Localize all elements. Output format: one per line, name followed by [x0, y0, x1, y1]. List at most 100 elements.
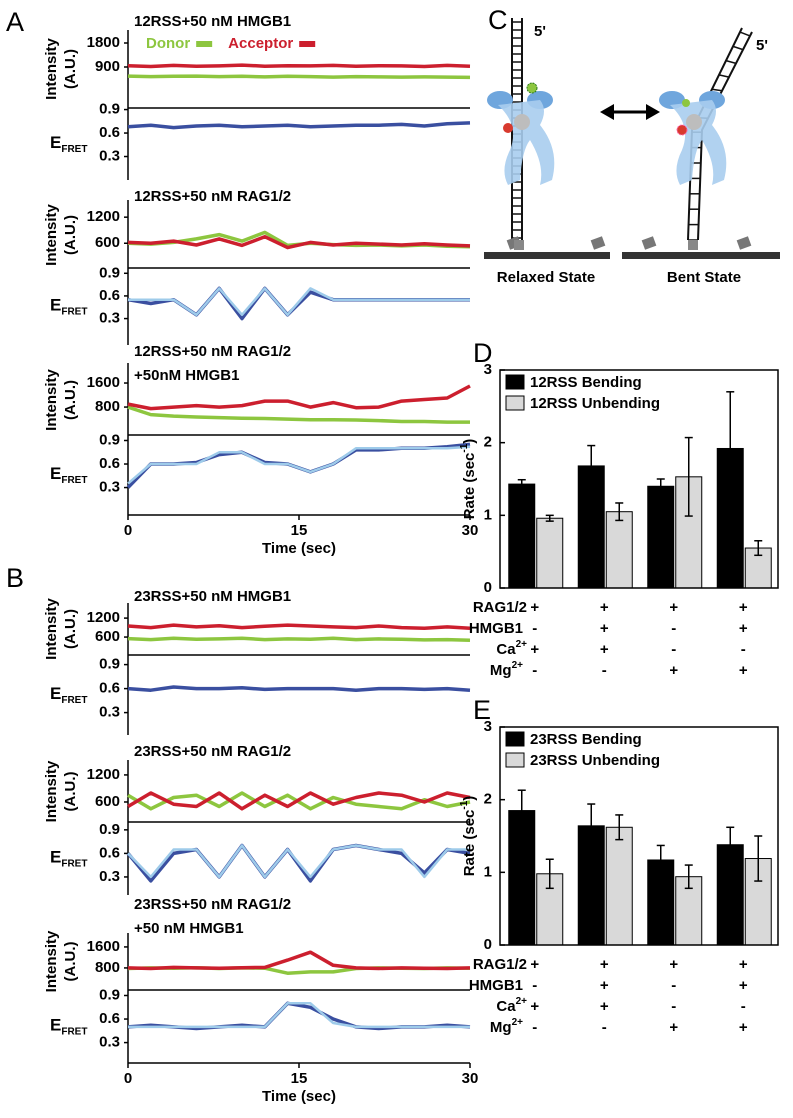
condition-value: + [669, 1019, 678, 1036]
trace-line [127, 623, 471, 630]
trace-line [127, 791, 471, 811]
y-axis-label: EFRET [50, 684, 87, 705]
y-tick-label: 1600 [87, 374, 120, 391]
y-tick-label: 0.6 [99, 124, 120, 141]
condition-value: + [739, 620, 748, 637]
condition-name: Mg [490, 662, 512, 679]
condition-value: + [600, 977, 609, 994]
trace-line [127, 234, 471, 250]
y-tick-label: 0 [484, 936, 492, 953]
error-bar [545, 514, 554, 522]
condition-value: - [532, 620, 537, 637]
legend-swatch [505, 752, 525, 768]
y-tick-label: 0.3 [99, 1034, 120, 1051]
condition-value: + [530, 641, 539, 658]
condition-name: RAG1/2 [473, 599, 527, 616]
state-arrow [600, 104, 660, 120]
trace-line [127, 844, 470, 879]
condition-label: Ca2+ [496, 996, 527, 1015]
error-bar [517, 789, 526, 832]
condition-value: + [739, 977, 748, 994]
y-label-main: E [50, 684, 61, 703]
five-prime: 5' [534, 23, 546, 40]
condition-name: HMGB1 [469, 977, 523, 994]
y-tick-label: 0 [484, 579, 492, 596]
error-bar [754, 540, 763, 557]
error-bar [615, 502, 624, 522]
condition-label: Mg2+ [490, 660, 523, 679]
y-tick-label: 0.6 [99, 680, 120, 697]
y-tick-label: 1200 [87, 609, 120, 626]
y-tick-label: 3 [484, 361, 492, 378]
error-bar [587, 803, 596, 849]
y-label-sub: FRET [61, 475, 87, 486]
condition-value: - [671, 977, 676, 994]
trace-line [127, 63, 471, 69]
condition-value: - [671, 620, 676, 637]
condition-value: + [739, 599, 748, 616]
y-tick-label: 1200 [87, 766, 120, 783]
y-axis-label: EFRET [50, 296, 87, 317]
error-bar [656, 478, 665, 495]
condition-label: HMGB1 [469, 977, 523, 994]
condition-value: + [669, 662, 678, 679]
y-axis-label: Intensity [43, 760, 60, 822]
y-tick-label: 800 [95, 959, 120, 976]
bar [508, 483, 536, 589]
five-prime: 5' [756, 37, 768, 54]
panel-label: A [6, 7, 24, 37]
condition-name: Ca [496, 641, 516, 658]
error-bar [517, 478, 526, 490]
condition-value: - [602, 662, 607, 679]
legend-label: 12RSS Unbending [530, 395, 660, 412]
y-axis-label: Intensity [43, 930, 60, 992]
y-tick-label: 0.9 [99, 656, 120, 673]
condition-value: + [600, 641, 609, 658]
y-axis-label: (A.U.) [62, 942, 79, 982]
condition-value: + [739, 956, 748, 973]
y-axis-label: EFRET [50, 1016, 87, 1037]
legend-swatch [196, 41, 213, 47]
condition-label: Ca2+ [496, 639, 527, 658]
diagram-c: C [484, 5, 780, 286]
y-axis-label: (A.U.) [62, 380, 79, 420]
bar [536, 517, 564, 589]
y-tick-label: 0.3 [99, 147, 120, 164]
y-axis-label: EFRET [50, 848, 87, 869]
error-bar [684, 436, 693, 517]
condition-sup: 2+ [516, 996, 528, 1007]
panel-label: C [488, 5, 508, 35]
x-tick-label: 0 [124, 1070, 132, 1087]
subplot-title: 12RSS+50 nM HMGB1 [134, 13, 291, 30]
condition-value: - [532, 662, 537, 679]
legend-label: Acceptor [228, 35, 293, 52]
x-tick-label: 30 [462, 522, 479, 539]
y-axis-label: Intensity [43, 204, 60, 266]
condition-value: - [671, 641, 676, 658]
condition-label: HMGB1 [469, 620, 523, 637]
y-tick-label: 0.3 [99, 310, 120, 327]
subplot-title: +50 nM HMGB1 [134, 920, 244, 937]
legend-label: 23RSS Unbending [530, 752, 660, 769]
y-tick-label: 600 [95, 234, 120, 251]
trace-line [127, 384, 471, 411]
condition-value: - [741, 641, 746, 658]
x-tick-label: 0 [124, 522, 132, 539]
condition-value: + [669, 956, 678, 973]
condition-value: + [600, 998, 609, 1015]
subplot-title: 12RSS+50 nM RAG1/2 [134, 188, 291, 205]
y-tick-label: 0.9 [99, 101, 120, 118]
y-tick-label: 0.9 [99, 431, 120, 448]
condition-sup: 2+ [512, 1017, 524, 1028]
condition-value: + [530, 599, 539, 616]
condition-value: + [600, 599, 609, 616]
trace-line [127, 405, 470, 424]
trace-line [127, 685, 471, 692]
y-tick-label: 1600 [87, 938, 120, 955]
legend-swatch [299, 41, 316, 47]
y-tick-label: 0.9 [99, 986, 120, 1003]
rung [711, 88, 723, 92]
y-label-sub: FRET [61, 695, 87, 706]
y-tick-label: 0.3 [99, 479, 120, 496]
